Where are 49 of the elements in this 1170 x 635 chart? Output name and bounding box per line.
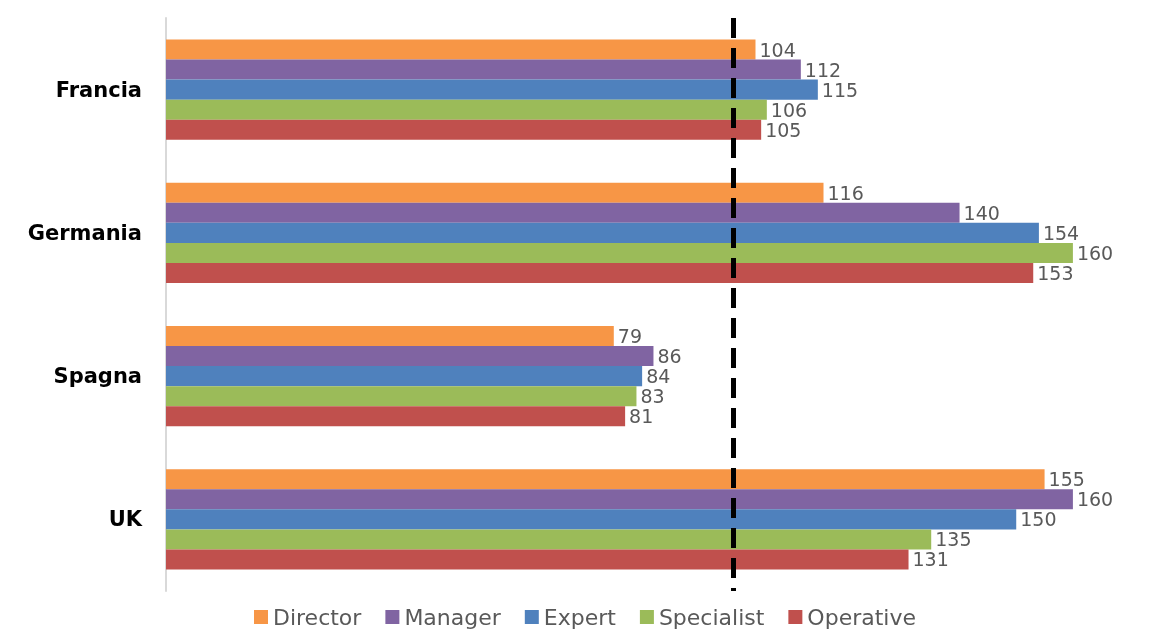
y-tick-label: UK <box>108 507 143 532</box>
bar <box>166 99 767 120</box>
data-label: 84 <box>646 365 671 388</box>
y-tick-label: Francia <box>55 77 142 102</box>
bar <box>166 386 637 407</box>
bar <box>166 325 614 347</box>
data-label: 79 <box>617 325 642 348</box>
bar <box>166 79 818 100</box>
bar <box>166 222 1039 243</box>
data-label: 140 <box>963 201 1000 224</box>
bar <box>166 182 824 203</box>
y-tick-label: Germania <box>27 220 142 245</box>
data-label: 112 <box>804 58 842 81</box>
bar <box>166 529 932 550</box>
data-label: 105 <box>765 118 802 141</box>
data-label: 86 <box>657 345 682 368</box>
bar <box>166 549 909 570</box>
data-label: 160 <box>1076 488 1114 511</box>
legend-label: Operative <box>807 604 917 630</box>
data-label: 83 <box>640 385 665 408</box>
legend-label: Specialist <box>658 604 765 630</box>
data-label: 154 <box>1042 221 1080 244</box>
bar <box>166 469 1045 490</box>
data-label: 155 <box>1048 468 1085 491</box>
data-label: 150 <box>1020 508 1057 531</box>
bar <box>166 489 1073 510</box>
data-label: 153 <box>1037 261 1074 284</box>
data-label: 115 <box>821 78 859 101</box>
data-label: 131 <box>912 548 949 571</box>
bar <box>166 242 1073 263</box>
legend-label: Director <box>273 604 363 630</box>
bar <box>166 509 1017 530</box>
data-label: 81 <box>629 405 654 428</box>
data-label: 104 <box>759 38 796 61</box>
bar <box>166 119 762 140</box>
y-tick-label: Spagna <box>53 364 142 389</box>
bar <box>166 59 801 80</box>
bar <box>166 366 643 387</box>
legend-label: Expert <box>543 604 617 630</box>
bar <box>166 262 1034 284</box>
bar <box>166 202 960 223</box>
data-label: 135 <box>935 528 972 551</box>
bar <box>166 39 756 60</box>
data-label: 106 <box>770 98 808 121</box>
bar <box>166 406 626 427</box>
legend-label: Manager <box>404 604 502 630</box>
data-label: 116 <box>827 181 864 204</box>
bar <box>166 346 654 367</box>
data-label: 160 <box>1076 241 1114 264</box>
